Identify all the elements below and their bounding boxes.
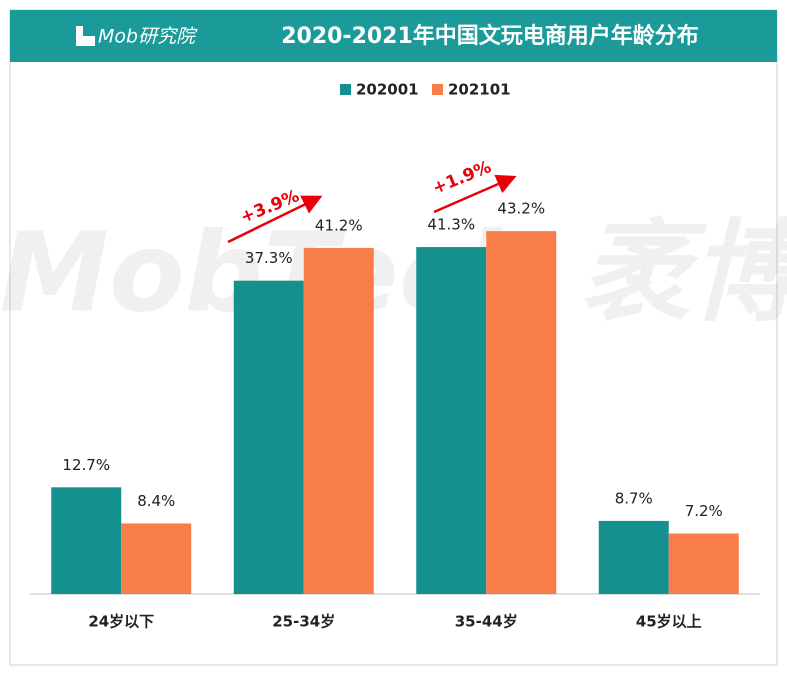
bar: [416, 247, 487, 594]
legend-label: 202101: [448, 81, 511, 99]
data-label: 43.2%: [497, 200, 545, 218]
data-label: 7.2%: [685, 502, 723, 520]
data-label: 8.7%: [615, 489, 653, 507]
bar: [233, 280, 304, 594]
arrow: [227, 195, 323, 244]
bar: [51, 487, 122, 594]
bar: [303, 247, 374, 595]
logo-icon: [76, 26, 83, 46]
arrow: [433, 174, 517, 214]
data-label: 41.3%: [427, 216, 475, 234]
legend-swatch: [432, 84, 443, 95]
data-label: 37.3%: [245, 249, 293, 267]
legend-swatch: [340, 84, 351, 95]
x-tick-label: 45岁以上: [636, 613, 702, 631]
bar: [598, 520, 669, 594]
bar: [121, 523, 192, 594]
legend-label: 202001: [356, 81, 419, 99]
logo-icon: [83, 36, 95, 46]
x-tick-label: 24岁以下: [88, 613, 154, 631]
data-label: 8.4%: [137, 492, 175, 510]
x-tick-label: 25-34岁: [272, 613, 335, 631]
chart-title: 2020-2021年中国文玩电商用户年龄分布: [281, 23, 699, 49]
brand: Mob研究院: [98, 26, 198, 48]
watermark: MobTech 袤博: [0, 208, 787, 336]
header-bar: [10, 10, 777, 62]
data-label: 41.2%: [315, 216, 363, 234]
bar: [668, 533, 739, 594]
x-tick-label: 35-44岁: [455, 613, 518, 631]
bar: [486, 231, 557, 594]
data-label: 12.7%: [62, 456, 110, 474]
